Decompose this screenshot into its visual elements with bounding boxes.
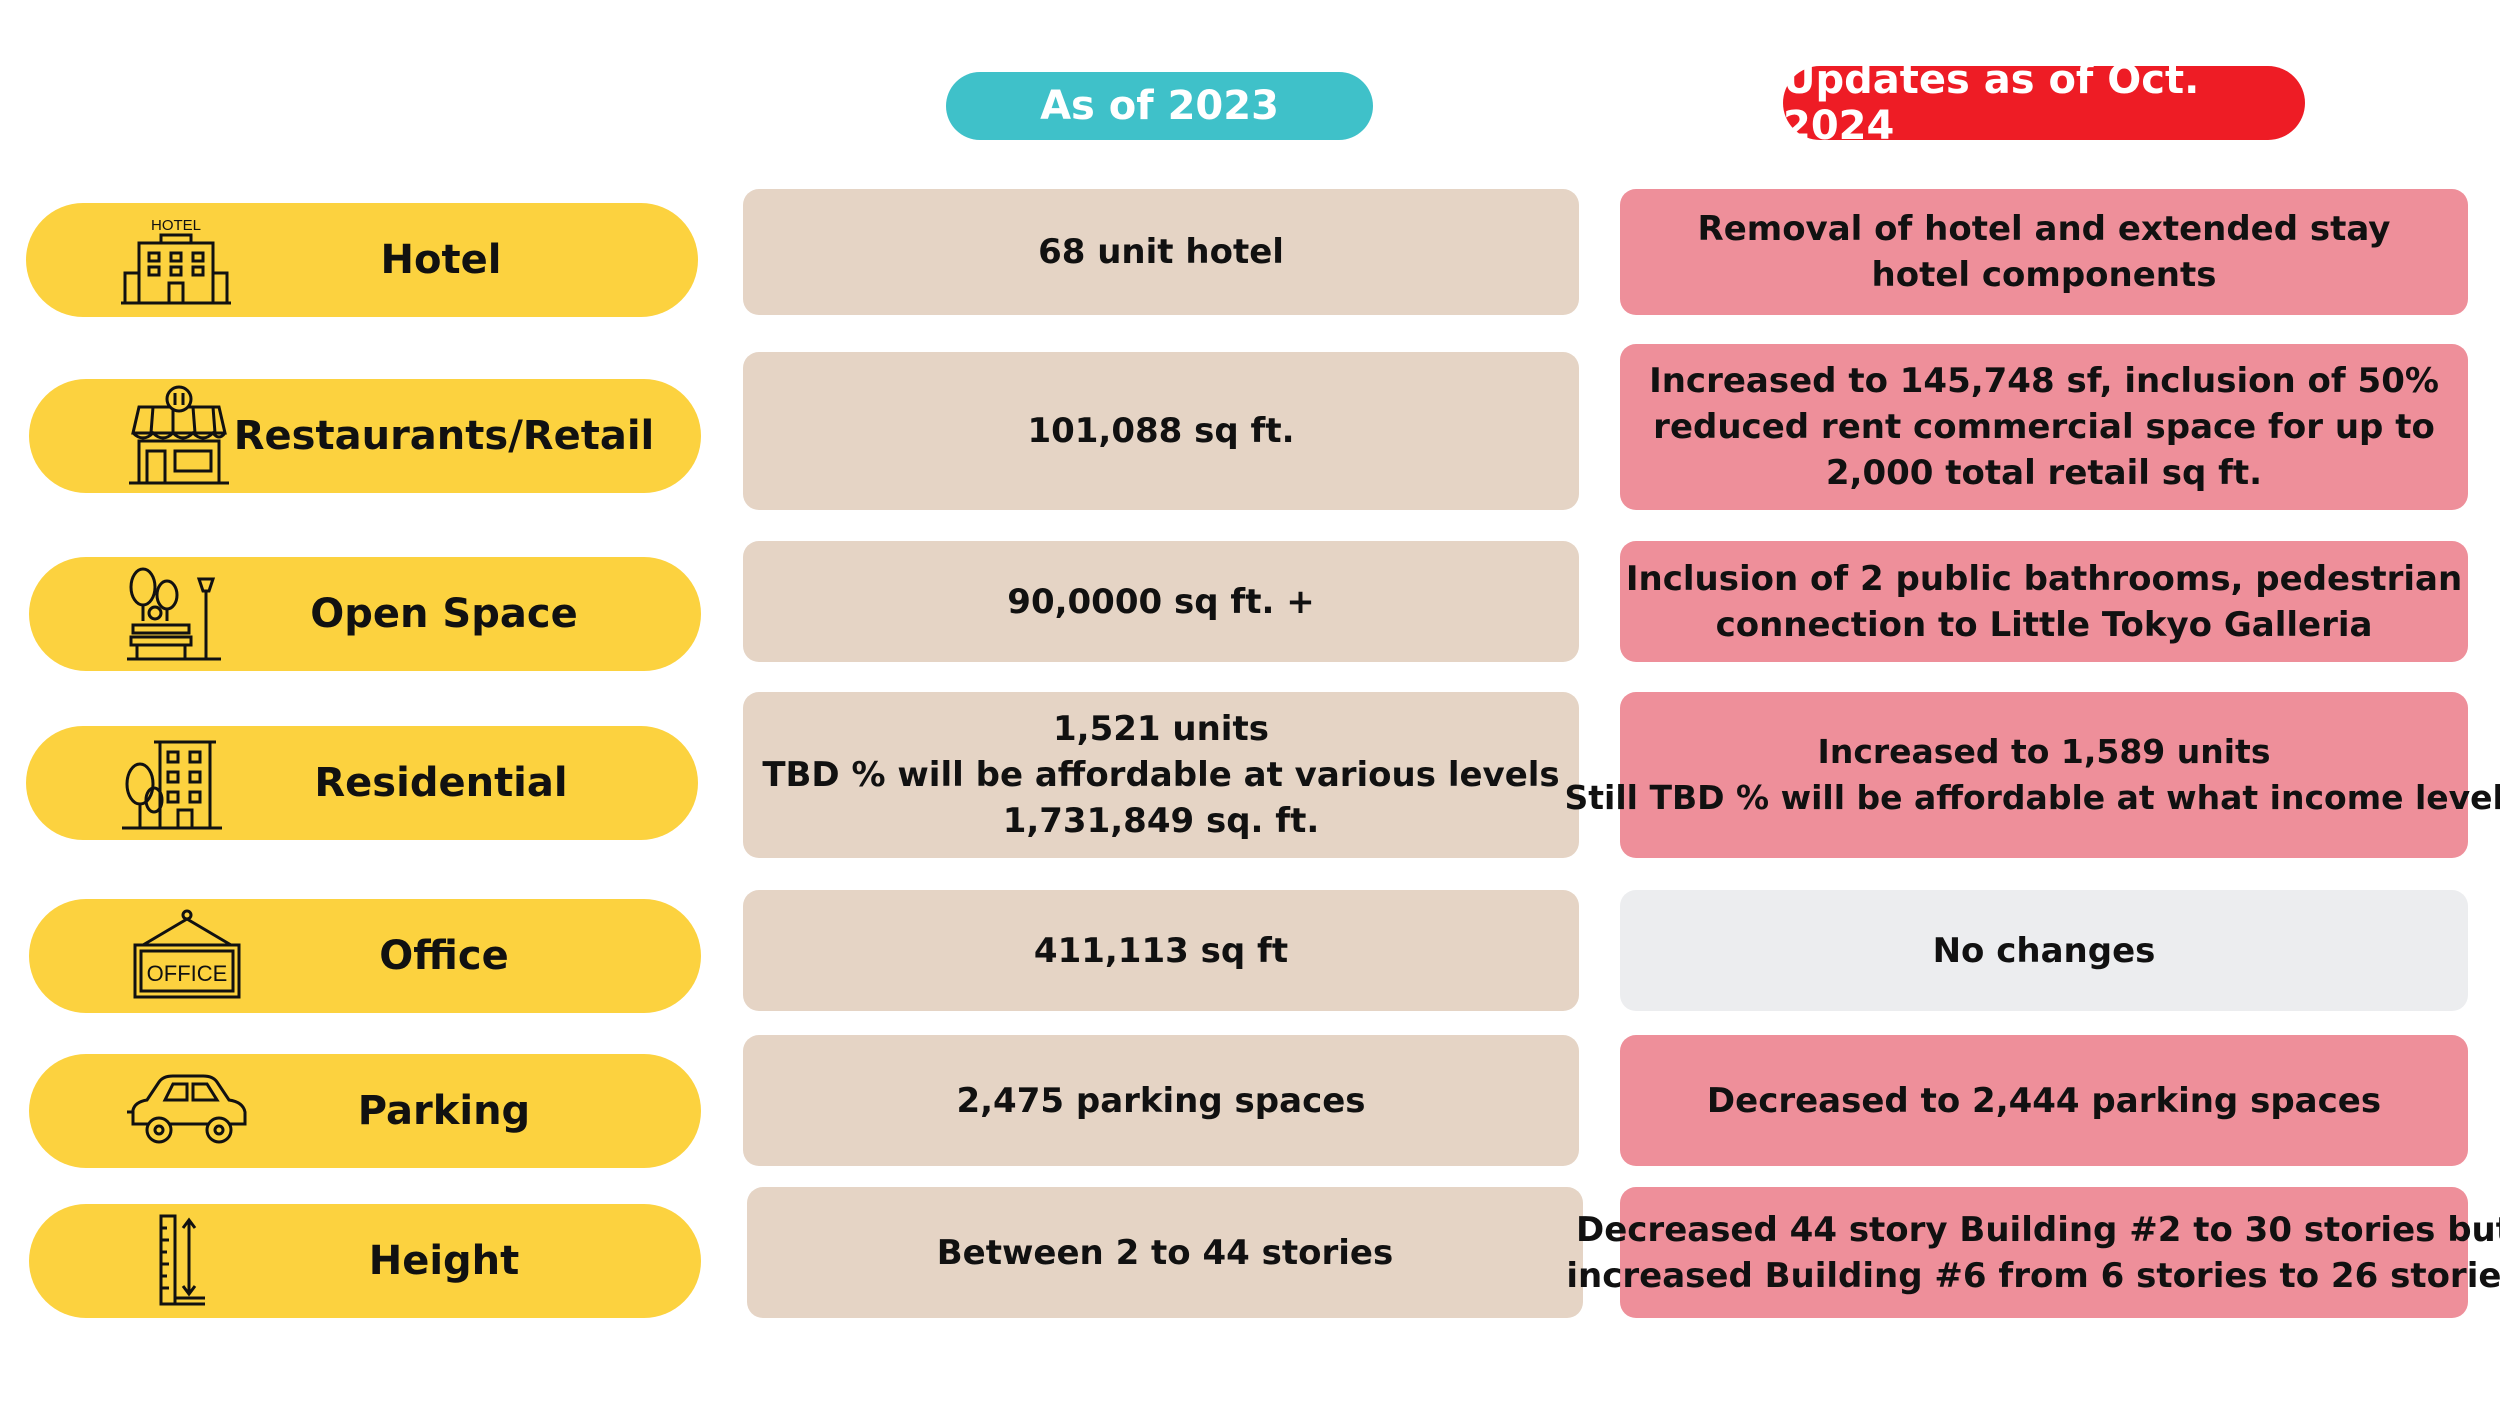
cell-text: 90,0000 sq ft. +: [1007, 581, 1315, 622]
cell-text: 2,475 parking spaces: [956, 1080, 1366, 1121]
hotel-icon: HOTEL: [121, 211, 231, 309]
category-pill-height: Height: [29, 1204, 701, 1318]
cell-text: Between 2 to 44 stories: [936, 1232, 1394, 1273]
cell-2023-height: Between 2 to 44 stories: [747, 1187, 1583, 1318]
car-icon: [125, 1072, 251, 1150]
cell-2023-restaurants-retail: 101,088 sq ft.: [743, 352, 1579, 510]
apartment-building-icon: [122, 732, 222, 834]
category-label-parking: Parking: [357, 1088, 531, 1134]
cell-text: 68 unit hotel: [1038, 232, 1284, 272]
cell-2023-parking: 2,475 parking spaces: [743, 1035, 1579, 1166]
cell-text: hotel components: [1871, 255, 2217, 295]
cell-text: reduced rent commercial space for up to: [1653, 407, 2435, 447]
category-pill-residential: Residential: [26, 726, 698, 840]
cell-text: Removal of hotel and extended stay: [1697, 209, 2391, 249]
cell-text: Still TBD % will be affordable at what i…: [1564, 778, 2500, 817]
cell-2024-residential: Increased to 1,589 units Still TBD % wil…: [1565, 692, 2500, 858]
cell-text: 1,731,849 sq. ft.: [1002, 801, 1320, 841]
cell-text: No changes: [1932, 930, 2156, 971]
cell-2023-hotel: 68 unit hotel: [743, 189, 1579, 315]
category-pill-office: OFFICE Office: [29, 899, 701, 1013]
park-icon: [125, 565, 223, 665]
svg-text:HOTEL: HOTEL: [151, 217, 201, 234]
category-label-height: Height: [368, 1238, 520, 1284]
cell-2023-residential: 1,521 units TBD % will be affordable at …: [743, 692, 1579, 858]
category-label-office: Office: [379, 933, 509, 979]
cell-text: Decreased to 2,444 parking spaces: [1706, 1080, 2382, 1121]
column-header-2023: As of 2023: [946, 72, 1373, 140]
cell-text: Inclusion of 2 public bathrooms, pedestr…: [1625, 558, 2463, 599]
cell-2024-height: Decreased 44 story Building #2 to 30 sto…: [1566, 1187, 2500, 1318]
cell-2024-hotel: Removal of hotel and extended stay hotel…: [1620, 189, 2468, 315]
cell-2024-office: No changes: [1620, 890, 2468, 1011]
category-label-restaurants-retail: Restaurants/Retail: [233, 413, 655, 459]
category-pill-parking: Parking: [29, 1054, 701, 1168]
cell-2024-restaurants-retail: Increased to 145,748 sf, inclusion of 50…: [1620, 344, 2468, 510]
category-label-residential: Residential: [314, 760, 568, 806]
svg-text:OFFICE: OFFICE: [147, 961, 228, 986]
office-sign-icon: OFFICE: [129, 907, 245, 1005]
column-header-2024-updates: Updates as of Oct. 2024: [1783, 57, 2305, 149]
category-pill-restaurants-retail: Restaurants/Retail: [29, 379, 701, 493]
cell-text: Increased to 145,748 sf, inclusion of 50…: [1649, 361, 2439, 401]
category-label-open-space: Open Space: [310, 591, 578, 637]
category-label-hotel: Hotel: [380, 237, 502, 283]
cell-text: connection to Little Tokyo Galleria: [1715, 604, 2373, 645]
storefront-icon: [125, 385, 233, 489]
height-ruler-icon: [153, 1212, 209, 1310]
cell-text: TBD % will be affordable at various leve…: [762, 755, 1560, 795]
cell-2023-open-space: 90,0000 sq ft. +: [743, 541, 1579, 662]
cell-text: Decreased 44 story Building #2 to 30 sto…: [1575, 1209, 2500, 1250]
cell-text: 2,000 total retail sq ft.: [1825, 453, 2263, 493]
cell-text: 101,088 sq ft.: [1027, 411, 1295, 451]
category-pill-open-space: Open Space: [29, 557, 701, 671]
cell-text: 411,113 sq ft: [1033, 930, 1289, 971]
cell-text: increased Building #6 from 6 stories to …: [1566, 1255, 2500, 1296]
cell-text: 1,521 units: [1053, 709, 1269, 749]
cell-text: Increased to 1,589 units: [1817, 732, 2271, 771]
category-pill-hotel: HOTEL Hotel: [26, 203, 698, 317]
cell-2024-open-space: Inclusion of 2 public bathrooms, pedestr…: [1620, 541, 2468, 662]
cell-2023-office: 411,113 sq ft: [743, 890, 1579, 1011]
cell-2024-parking: Decreased to 2,444 parking spaces: [1620, 1035, 2468, 1166]
